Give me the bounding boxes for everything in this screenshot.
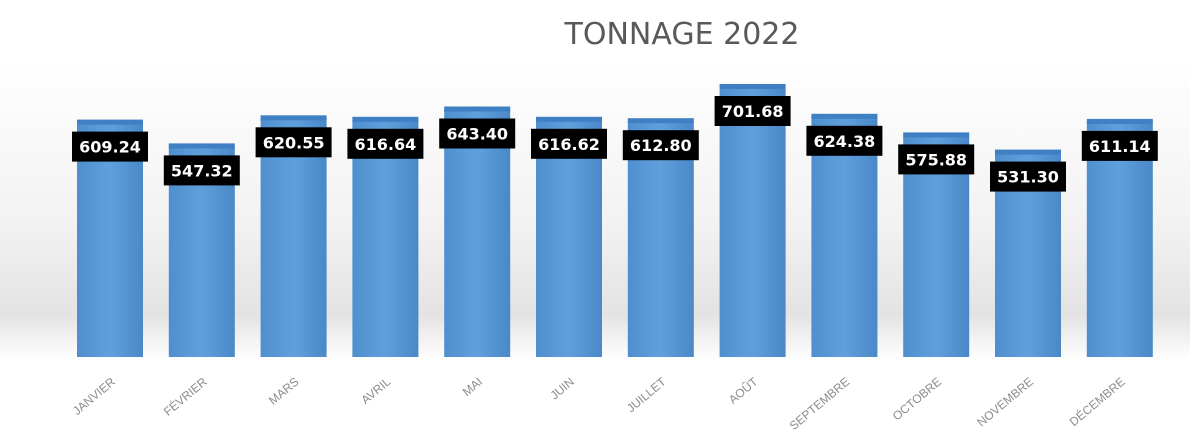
bar-top-11	[995, 149, 1061, 155]
x-tick-label-4: AVRIL	[358, 374, 393, 407]
data-label-9: 624.38	[814, 132, 876, 151]
data-label-box-5	[439, 118, 516, 149]
data-label-8: 701.68	[722, 102, 784, 121]
x-tick-label-6: JUIN	[547, 375, 576, 403]
data-label-box-8	[714, 96, 791, 126]
x-tick-label-8: AOÛT	[725, 373, 761, 406]
bar-6	[536, 119, 602, 357]
bars-layer	[77, 84, 1153, 358]
x-tick-label-5: MAI	[460, 375, 485, 399]
bar-top-2	[168, 143, 235, 149]
bar-top-6	[536, 116, 602, 122]
x-tick-label-12: DÉCEMBRE	[1066, 374, 1128, 429]
bar-top-8	[719, 84, 786, 89]
data-label-box-1	[72, 131, 148, 162]
x-tick-label-9: SEPTEMBRE	[787, 375, 853, 433]
bar-1	[77, 122, 143, 357]
bar-5	[444, 109, 511, 357]
bar-9	[811, 116, 878, 357]
bar-top-5	[444, 106, 511, 112]
bar-top-7	[627, 118, 694, 124]
bar-12	[1086, 121, 1153, 358]
data-label-box-2	[163, 155, 240, 186]
bar-7	[627, 121, 694, 357]
x-axis-ticks: JANVIER FÉVRIER MARS AVRIL MAI JUIN JUILLET AOÛ…	[70, 373, 1128, 432]
data-label-5: 643.40	[446, 125, 508, 144]
bar-top-12	[1086, 118, 1153, 124]
x-tick-label-2: FÉVRIER	[160, 374, 210, 419]
x-tick-label-10: OCTOBRE	[890, 375, 944, 424]
data-label-1: 609.24	[79, 138, 141, 157]
data-label-box-12	[1081, 130, 1158, 161]
data-label-6: 616.62	[538, 135, 600, 154]
data-label-box-7	[622, 130, 699, 161]
data-label-7: 612.80	[630, 136, 692, 155]
data-label-12: 611.14	[1089, 137, 1151, 156]
bar-3	[260, 118, 327, 357]
data-labels-layer: 609.24 547.32 620.55 616.64 643.40 616.62 612.…	[72, 96, 1158, 192]
data-label-10: 575.88	[905, 150, 967, 169]
x-tick-label-7: JUILLET	[624, 374, 669, 415]
data-label-3: 620.55	[263, 133, 325, 152]
chart-title: TONNAGE 2022	[564, 17, 800, 52]
data-label-box-3	[255, 127, 332, 158]
x-tick-label-11: NOVEMBRE	[974, 375, 1036, 430]
bar-top-4	[352, 116, 419, 122]
data-label-box-4	[347, 128, 424, 159]
x-tick-label-1: JANVIER	[70, 374, 118, 418]
data-label-4: 616.64	[355, 135, 417, 154]
bar-top-1	[77, 119, 143, 125]
bar-top-3	[260, 115, 327, 121]
bar-top-9	[811, 113, 878, 119]
data-label-box-11	[990, 161, 1066, 192]
bar-8	[719, 87, 786, 357]
data-label-2: 547.32	[171, 161, 233, 180]
data-label-box-10	[898, 144, 975, 175]
bar-4	[352, 119, 419, 357]
bar-top-10	[903, 132, 970, 138]
data-label-11: 531.30	[997, 168, 1059, 187]
data-label-box-9	[806, 125, 883, 156]
data-label-box-6	[531, 128, 607, 159]
x-tick-label-3: MARS	[266, 375, 302, 408]
